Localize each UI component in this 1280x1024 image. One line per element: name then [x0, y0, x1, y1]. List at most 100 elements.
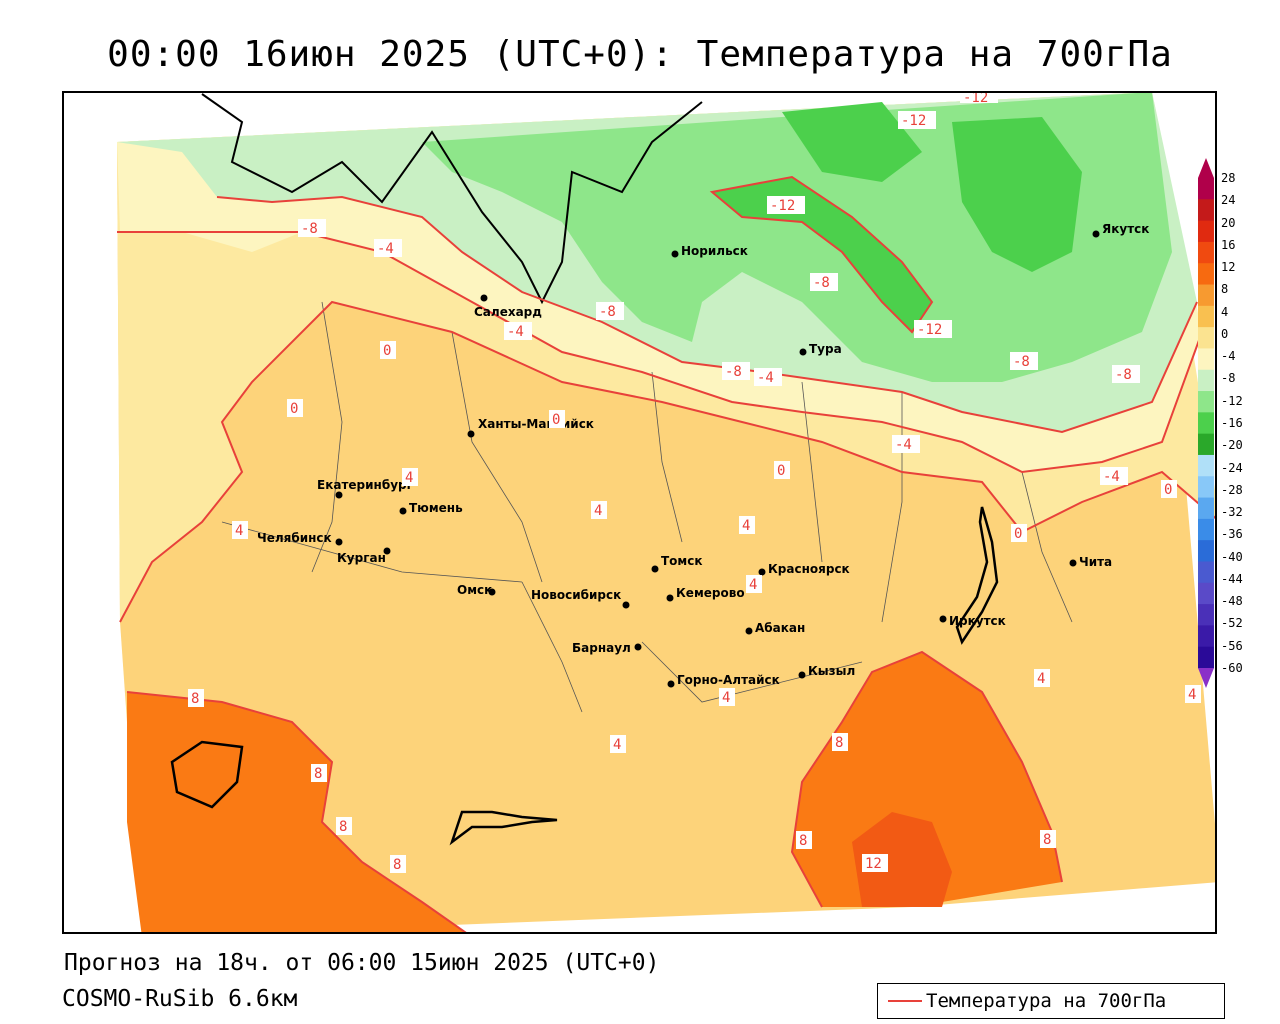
regional-borders: [221, 301, 1073, 713]
svg-text:8: 8: [191, 691, 199, 707]
iso-label: -8: [722, 362, 750, 380]
scale-swatch: [1198, 518, 1214, 541]
model-name: COSMO-RuSib 6.6км: [62, 986, 298, 1012]
balkhash-outline: [449, 810, 558, 846]
city-barnaul: Барнаул: [572, 641, 642, 655]
svg-text:4: 4: [1188, 687, 1196, 703]
scale-swatch: [1198, 348, 1214, 371]
scale-tick-label: 12: [1221, 260, 1236, 275]
svg-text:0: 0: [383, 343, 391, 359]
city-markers: Якутск Норильск Салехард Тура Ханты-Манс…: [257, 222, 1149, 688]
temperature-map[interactable]: Якутск Норильск Салехард Тура Ханты-Манс…: [62, 91, 1217, 934]
svg-text:-12: -12: [963, 93, 988, 106]
svg-text:Чита: Чита: [1079, 555, 1112, 569]
scale-swatch: [1198, 625, 1214, 648]
city-salekhard: Салехард: [474, 294, 542, 319]
city-ekaterinburg: Екатеринбург: [317, 478, 413, 499]
isotherm-8-east: [790, 650, 1063, 908]
svg-text:Омск: Омск: [457, 583, 492, 597]
scale-swatch: [1198, 561, 1214, 584]
iso-label: -8: [596, 302, 624, 320]
iso-label: -4: [1100, 467, 1128, 485]
svg-text:-12: -12: [770, 198, 795, 214]
svg-text:8: 8: [799, 833, 807, 849]
scale-tick-label: 0: [1221, 326, 1229, 341]
coastline: [201, 93, 703, 305]
svg-text:Ханты-Мансийск: Ханты-Мансийск: [478, 417, 594, 431]
iso-label: 8: [336, 817, 352, 835]
svg-text:-4: -4: [377, 241, 394, 257]
svg-text:Тюмень: Тюмень: [409, 501, 463, 515]
baikal-lake: [955, 506, 999, 645]
svg-text:-12: -12: [917, 322, 942, 338]
city-omsk: Омск: [457, 583, 496, 597]
iso-label: 0: [287, 399, 303, 417]
band-8-12-west: [127, 692, 465, 932]
iso-label: 0: [1011, 524, 1027, 542]
isotherm-0: [216, 195, 1198, 434]
svg-text:Горно-Алтайск: Горно-Алтайск: [677, 673, 780, 687]
city-tyumen: Тюмень: [399, 501, 463, 515]
scale-tick-label: -36: [1221, 527, 1243, 542]
isotherm-minus8: [117, 231, 1203, 474]
legend-label: Температура на 700гПа: [926, 990, 1167, 1012]
city-yakutsk: Якутск: [1092, 222, 1149, 238]
iso-label: -12: [914, 320, 952, 338]
iso-label: 4: [746, 575, 762, 593]
iso-label: -4: [504, 322, 532, 340]
scale-swatch: [1198, 263, 1214, 286]
iso-label: -12: [898, 111, 936, 129]
map-title: 00:00 16июн 2025 (UTC+0): Температура на…: [107, 34, 1173, 75]
scale-swatch: [1198, 284, 1214, 307]
svg-text:Иркутск: Иркутск: [949, 614, 1006, 628]
svg-text:Тура: Тура: [809, 342, 842, 356]
scale-swatch: [1198, 604, 1214, 626]
scale-swatch: [1198, 582, 1214, 605]
city-tura: Тура: [799, 342, 842, 356]
svg-text:4: 4: [405, 470, 413, 486]
map-canvas: Якутск Норильск Салехард Тура Ханты-Манс…: [117, 93, 1215, 932]
svg-text:-4: -4: [1103, 469, 1120, 485]
city-kemerovo: Кемерово: [666, 586, 745, 602]
svg-text:Якутск: Якутск: [1102, 222, 1149, 236]
scale-tick-label: -32: [1221, 505, 1243, 520]
city-irkutsk: Иркутск: [939, 614, 1006, 628]
svg-text:0: 0: [1164, 482, 1172, 498]
isotherm-minus4: [119, 300, 1215, 623]
svg-text:4: 4: [722, 690, 730, 706]
svg-text:4: 4: [594, 503, 602, 519]
iso-label: 4: [402, 468, 418, 486]
svg-text:Новосибирск: Новосибирск: [531, 588, 621, 602]
iso-label: -12: [960, 93, 998, 106]
svg-text:12: 12: [865, 856, 882, 872]
iso-label: 8: [1040, 830, 1056, 848]
iso-label: 4: [739, 516, 755, 534]
scale-tick-label: -16: [1221, 416, 1243, 430]
isotherm-minus12: [709, 175, 934, 334]
svg-text:-8: -8: [1115, 367, 1132, 383]
svg-text:4: 4: [613, 737, 621, 753]
scale-top-arrow: [1198, 158, 1214, 178]
svg-text:0: 0: [777, 463, 785, 479]
iso-label: 0: [1161, 480, 1177, 498]
svg-text:Екатеринбург: Екатеринбург: [317, 478, 413, 492]
scale-swatch: [1198, 178, 1214, 200]
city-kurgan: Курган: [337, 547, 391, 565]
svg-text:4: 4: [749, 577, 757, 593]
iso-label: -4: [754, 368, 782, 386]
city-norilsk: Норильск: [671, 244, 748, 258]
scale-swatch: [1198, 412, 1214, 435]
svg-text:8: 8: [835, 735, 843, 751]
iso-label: 0: [774, 461, 790, 479]
scale-swatch: [1198, 305, 1214, 328]
scale-tick-label: -20: [1221, 438, 1243, 453]
svg-text:Барнаул: Барнаул: [572, 641, 631, 655]
city-kyzyl: Кызыл: [798, 664, 855, 679]
isotherm-labels: -12 -12 -12 -12 -8 -8 -8 -8 -8 -8 -4 -4 …: [188, 93, 1201, 873]
scale-tick-label: 16: [1221, 237, 1236, 252]
svg-text:-4: -4: [507, 324, 524, 340]
scale-swatch: [1198, 327, 1214, 349]
iso-label: 4: [1034, 669, 1050, 687]
iso-label: -8: [1112, 365, 1140, 383]
iso-label: -4: [374, 239, 402, 257]
